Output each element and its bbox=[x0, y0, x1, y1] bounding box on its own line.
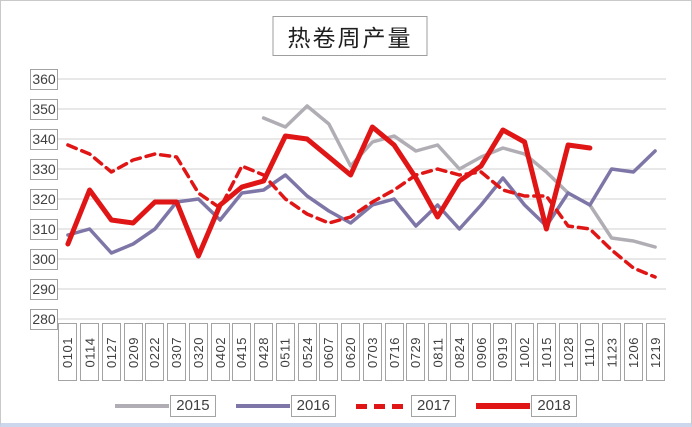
y-tick-label-290: 290 bbox=[30, 278, 58, 300]
x-tick-label-text: 0307 bbox=[169, 336, 185, 368]
legend-swatch-2016-icon bbox=[235, 404, 290, 408]
legend-item-2015: 2015 bbox=[115, 395, 216, 417]
x-tick-label-0307: 0307 bbox=[167, 323, 187, 381]
x-tick-label-0607: 0607 bbox=[319, 323, 339, 381]
x-tick-label-1002: 1002 bbox=[515, 323, 535, 381]
y-tick-label-280: 280 bbox=[30, 308, 58, 330]
legend-label-2015: 2015 bbox=[170, 395, 216, 417]
x-tick-label-0703: 0703 bbox=[362, 323, 382, 381]
x-tick-label-text: 1028 bbox=[560, 336, 576, 368]
x-tick-label-text: 1206 bbox=[625, 336, 641, 368]
series-line-2018 bbox=[65, 124, 593, 259]
y-tick-label-300: 300 bbox=[30, 248, 58, 270]
legend: 2015 2016 2017 2018 bbox=[1, 394, 691, 418]
x-tick-label-0811: 0811 bbox=[428, 323, 448, 381]
x-tick-label-text: 0320 bbox=[190, 336, 206, 368]
x-tick-label-0402: 0402 bbox=[210, 323, 230, 381]
x-tick-label-1123: 1123 bbox=[602, 323, 622, 381]
x-tick-label-0114: 0114 bbox=[80, 323, 100, 381]
x-tick-label-text: 0524 bbox=[299, 336, 315, 368]
legend-item-2018: 2018 bbox=[476, 395, 577, 417]
x-tick-label-0906: 0906 bbox=[471, 323, 491, 381]
x-tick-label-text: 0114 bbox=[82, 337, 98, 367]
x-tick-label-0222: 0222 bbox=[145, 323, 165, 381]
x-tick-label-0919: 0919 bbox=[493, 323, 513, 381]
y-tick-label-320: 320 bbox=[30, 188, 58, 210]
x-tick-label-text: 1219 bbox=[647, 336, 663, 368]
y-tick-label-310: 310 bbox=[30, 218, 58, 240]
x-tick-label-0729: 0729 bbox=[406, 323, 426, 381]
x-tick-label-text: 0729 bbox=[408, 336, 424, 368]
x-tick-label-1015: 1015 bbox=[536, 323, 556, 381]
x-tick-label-0127: 0127 bbox=[101, 323, 121, 381]
legend-item-2017: 2017 bbox=[356, 395, 457, 417]
x-tick-label-text: 0919 bbox=[495, 336, 511, 368]
x-tick-label-text: 1110 bbox=[582, 337, 598, 367]
x-tick-label-text: 1123 bbox=[604, 337, 620, 367]
x-tick-label-0620: 0620 bbox=[341, 323, 361, 381]
x-tick-label-0320: 0320 bbox=[188, 323, 208, 381]
y-tick-label-330: 330 bbox=[30, 158, 58, 180]
x-tick-label-0511: 0511 bbox=[275, 323, 295, 381]
x-tick-label-text: 0607 bbox=[321, 336, 337, 368]
x-tick-label-0415: 0415 bbox=[232, 323, 252, 381]
x-tick-label-text: 1002 bbox=[517, 336, 533, 368]
x-tick-label-text: 0906 bbox=[473, 336, 489, 368]
x-tick-label-text: 0620 bbox=[343, 336, 359, 368]
legend-swatch-2017-icon bbox=[356, 403, 410, 409]
x-tick-label-0716: 0716 bbox=[384, 323, 404, 381]
x-tick-label-0428: 0428 bbox=[254, 323, 274, 381]
x-tick-label-text: 0209 bbox=[125, 336, 141, 368]
x-tick-label-text: 0127 bbox=[103, 336, 119, 368]
legend-item-2016: 2016 bbox=[235, 395, 336, 417]
y-tick-label-340: 340 bbox=[30, 128, 58, 150]
x-tick-label-0209: 0209 bbox=[123, 323, 143, 381]
x-tick-label-text: 0402 bbox=[212, 336, 228, 368]
x-tick-label-text: 0428 bbox=[256, 336, 272, 368]
legend-swatch-2018-icon bbox=[476, 403, 531, 409]
y-tick-label-360: 360 bbox=[30, 68, 58, 90]
x-tick-label-1219: 1219 bbox=[645, 323, 665, 381]
x-tick-label-0824: 0824 bbox=[449, 323, 469, 381]
series-line-2017 bbox=[66, 143, 657, 279]
legend-label-2018: 2018 bbox=[531, 395, 577, 417]
x-tick-label-text: 0415 bbox=[234, 336, 250, 368]
x-tick-label-text: 0101 bbox=[60, 336, 76, 368]
x-tick-label-text: 0511 bbox=[277, 337, 293, 367]
legend-label-2017: 2017 bbox=[411, 395, 457, 417]
x-tick-label-text: 0222 bbox=[147, 336, 163, 368]
x-tick-label-0524: 0524 bbox=[297, 323, 317, 381]
x-tick-label-text: 0716 bbox=[386, 336, 402, 368]
x-tick-label-text: 0811 bbox=[430, 337, 446, 367]
x-tick-label-1206: 1206 bbox=[623, 323, 643, 381]
x-tick-label-text: 0824 bbox=[451, 336, 467, 368]
legend-label-2016: 2016 bbox=[290, 395, 336, 417]
legend-swatch-2015-icon bbox=[115, 404, 170, 408]
x-tick-label-text: 1015 bbox=[538, 336, 554, 368]
x-tick-label-0101: 0101 bbox=[58, 323, 78, 381]
chart-title: 热卷周产量 bbox=[272, 16, 428, 56]
x-tick-label-text: 0703 bbox=[364, 336, 380, 368]
x-tick-label-1028: 1028 bbox=[558, 323, 578, 381]
y-tick-label-350: 350 bbox=[30, 98, 58, 120]
x-tick-label-1110: 1110 bbox=[580, 323, 600, 381]
